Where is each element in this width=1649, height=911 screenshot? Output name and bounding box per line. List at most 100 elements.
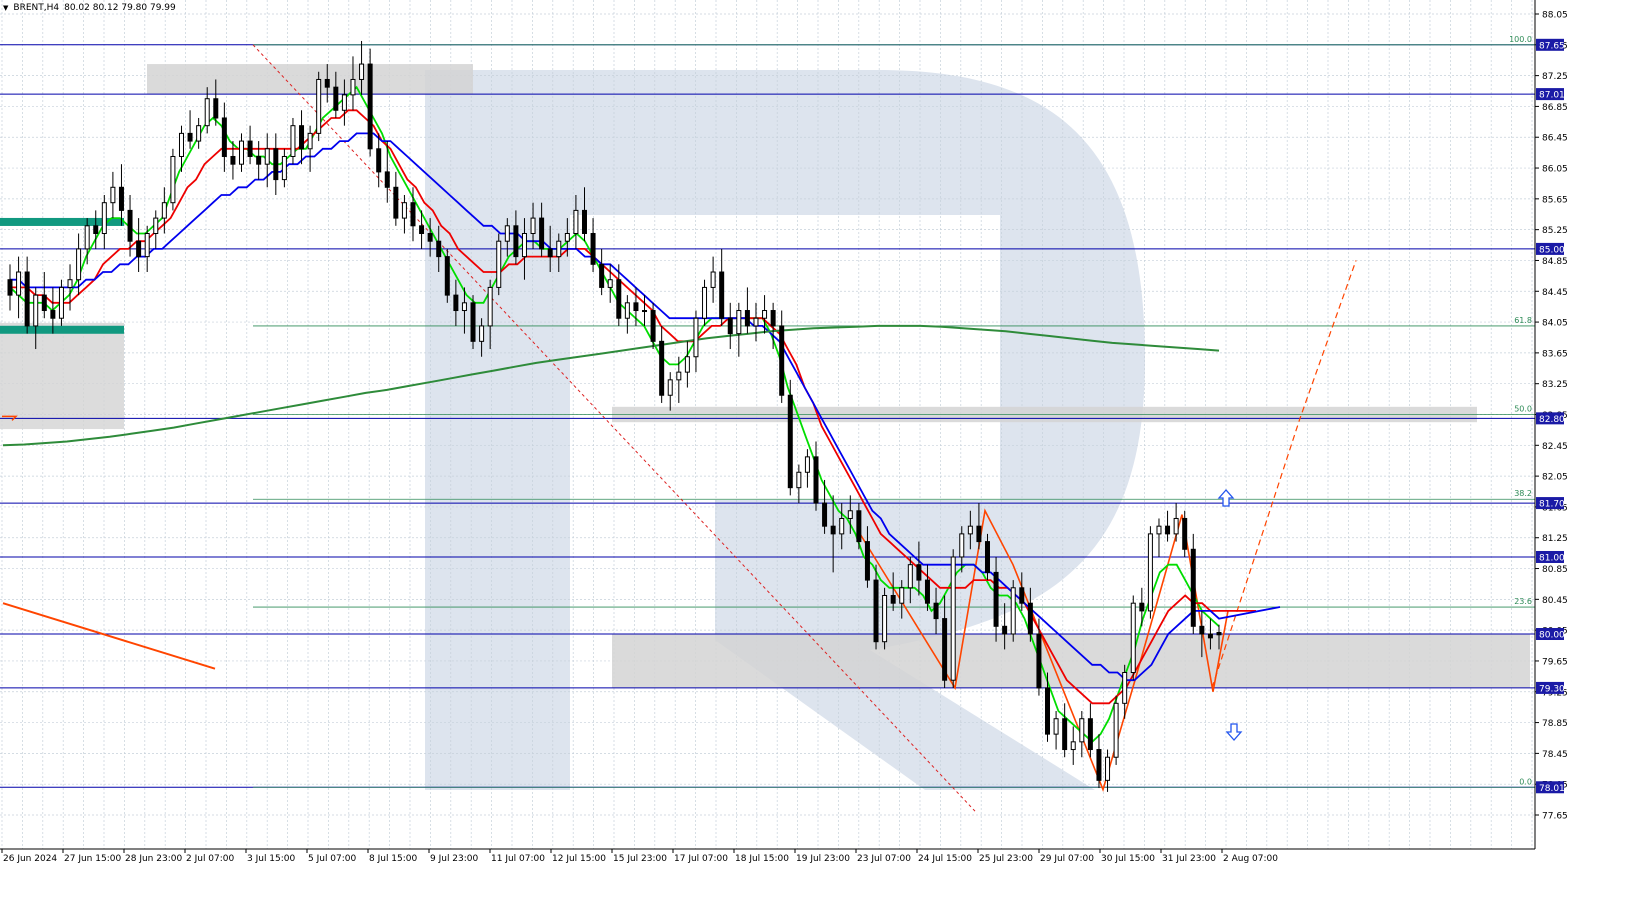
level-tag: 80.00: [1536, 628, 1565, 641]
candle-body-down: [1190, 548, 1196, 627]
time-tick-label: 26 Jun 2024: [3, 854, 57, 864]
candle-body-down: [916, 564, 922, 581]
candle-body-down: [633, 302, 639, 312]
candle-body-up: [796, 471, 802, 489]
candle: [76, 233, 82, 296]
candle: [359, 40, 365, 95]
triangle-down-icon[interactable]: ▼: [3, 4, 9, 12]
candle: [93, 210, 99, 249]
candle: [950, 549, 956, 688]
candle: [299, 110, 305, 165]
candle-body-down: [890, 594, 896, 604]
candle: [204, 87, 210, 134]
candle: [1165, 510, 1171, 542]
candle-body-down: [1139, 602, 1145, 612]
candle: [393, 171, 399, 226]
candle: [839, 503, 845, 550]
channel-bottom-bar: [0, 325, 124, 334]
price-tick-label: 84.45: [1542, 288, 1568, 298]
candle-body-up: [58, 286, 64, 319]
level-tag: 82.80: [1536, 412, 1565, 425]
time-tick-label: 28 Jun 23:00: [125, 854, 182, 864]
level-tag-bg: [1536, 681, 1564, 694]
chart-ohlc: 80.02 80.12 79.80 79.99: [64, 3, 176, 13]
candle-body-up: [401, 202, 407, 219]
candle: [84, 218, 90, 265]
candle: [556, 233, 562, 273]
trend-line-dotted: [252, 44, 976, 812]
price-tick-label: 86.05: [1542, 165, 1568, 175]
time-tick-label: 2 Aug 07:00: [1223, 854, 1278, 864]
candle-body-up: [959, 533, 965, 558]
candle: [479, 318, 485, 357]
candle: [1147, 526, 1153, 619]
candle-body-down: [1002, 625, 1008, 635]
candle-body-down: [230, 155, 236, 165]
candle: [324, 64, 330, 103]
candle-body-up: [496, 240, 502, 288]
candle-body-up: [1130, 602, 1136, 674]
candle-body-up: [624, 302, 630, 319]
candle-body-up: [907, 564, 913, 589]
candle: [350, 56, 356, 111]
candle: [110, 171, 116, 219]
candle: [341, 79, 347, 126]
candle-body-down: [393, 186, 399, 219]
candle-body-down: [1027, 602, 1033, 635]
candle-body-down: [324, 78, 330, 88]
candle-body-up: [762, 310, 768, 319]
candle: [513, 210, 519, 265]
price-tick-label: 86.45: [1542, 134, 1568, 144]
candle-body-down: [127, 209, 133, 242]
candle-body-up: [487, 286, 493, 327]
candle-body-down: [1096, 749, 1102, 781]
candle-body-down: [993, 571, 999, 627]
candle-body-up: [684, 356, 690, 373]
level-tag-label: 87.65: [1539, 41, 1565, 51]
time-tick-label: 12 Jul 15:00: [552, 854, 606, 864]
arrow-marker-left: [2, 415, 18, 421]
candle-body-down: [513, 225, 519, 258]
candle-body-up: [556, 240, 562, 258]
candle: [890, 572, 896, 611]
candle: [1062, 703, 1068, 758]
candle-body-down: [581, 209, 587, 235]
candle: [667, 372, 673, 411]
candle: [487, 279, 493, 350]
candle: [702, 279, 708, 326]
candle: [864, 526, 870, 588]
candle-body-up: [307, 132, 313, 150]
candle: [239, 133, 245, 172]
candle-body-up: [290, 125, 296, 157]
candle: [221, 102, 227, 172]
candle: [873, 564, 879, 650]
candle: [1130, 595, 1136, 681]
candle-body-down: [384, 171, 390, 188]
candle-body-up: [461, 302, 467, 312]
candle: [153, 210, 159, 249]
candle-body-up: [676, 371, 682, 381]
price-zone: [612, 634, 1530, 688]
candle-body-up: [16, 271, 22, 296]
candle-body-down: [24, 271, 30, 327]
candle: [1216, 624, 1222, 650]
level-tag-bg: [1536, 781, 1564, 794]
candle-body-up: [153, 217, 159, 235]
candle-body-down: [453, 294, 459, 312]
candle: [33, 287, 39, 350]
consolidation-zone: [0, 322, 124, 430]
candle-body-up: [350, 78, 356, 96]
candle: [1190, 533, 1196, 635]
candle-body-down: [727, 317, 733, 335]
candle: [461, 287, 467, 334]
candle-body-up: [33, 294, 39, 327]
price-tick-label: 85.65: [1542, 195, 1568, 205]
price-tick-label: 88.05: [1542, 11, 1568, 21]
candle: [307, 125, 313, 172]
candle: [539, 202, 545, 257]
candle: [401, 194, 407, 234]
candle-body-down: [1087, 718, 1093, 751]
candle-body-down: [470, 302, 476, 342]
